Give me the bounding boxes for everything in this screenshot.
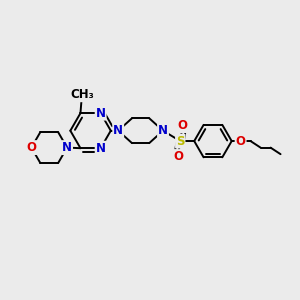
- Text: O: O: [178, 119, 188, 132]
- Text: N: N: [113, 124, 123, 137]
- Text: CH₃: CH₃: [70, 88, 94, 101]
- Text: O: O: [26, 141, 36, 154]
- Text: O: O: [173, 150, 183, 163]
- Text: N: N: [96, 107, 106, 120]
- Text: N: N: [62, 141, 72, 154]
- Text: N: N: [96, 142, 106, 155]
- Text: S: S: [176, 135, 184, 148]
- Text: N: N: [158, 124, 168, 137]
- Text: O: O: [236, 135, 246, 148]
